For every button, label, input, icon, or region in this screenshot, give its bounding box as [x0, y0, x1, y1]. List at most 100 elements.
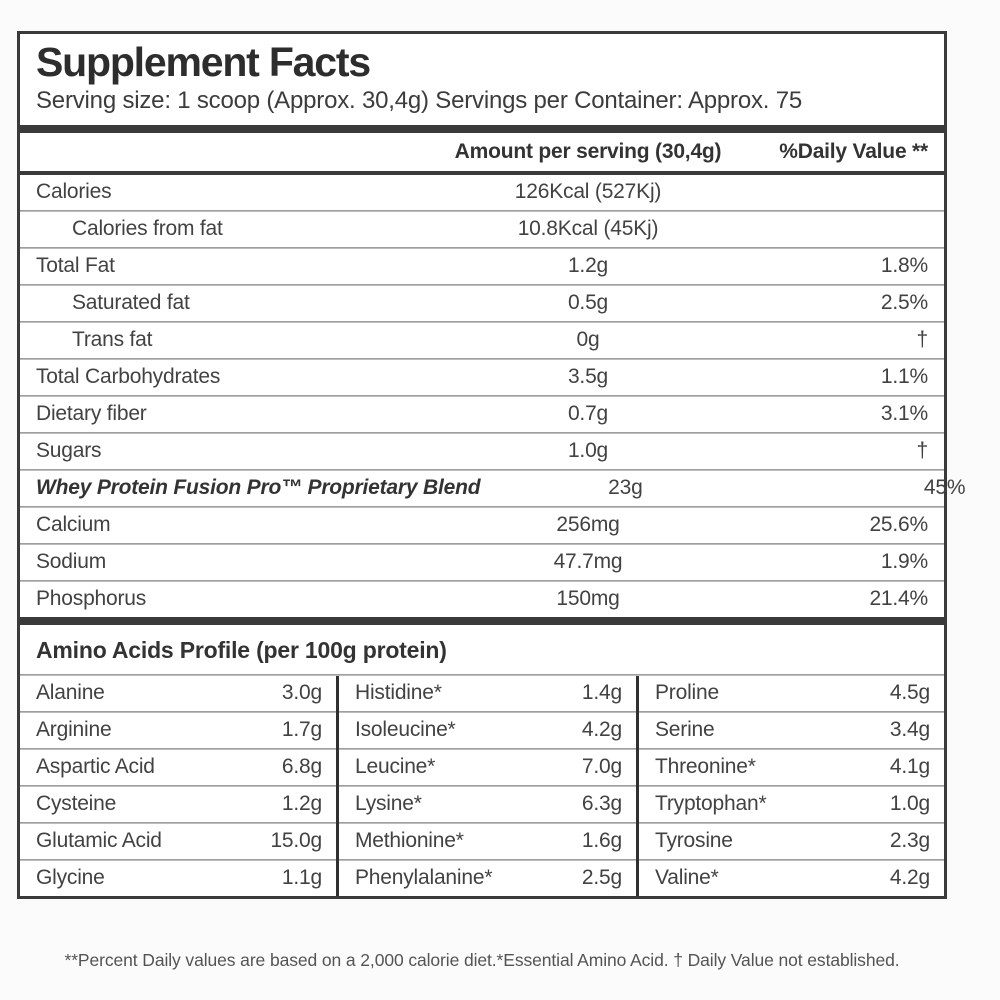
amino-column-3: Proline 4.5g Serine 3.4g Threonine* 4.1g Trypt… [636, 675, 944, 896]
row-separator [339, 821, 636, 824]
amino-row-arginine: Arginine 1.7g [20, 713, 336, 748]
amino-value: 2.5g [581, 866, 622, 890]
amino-name: Tyrosine [655, 829, 733, 853]
amino-value: 7.0g [581, 755, 622, 779]
header-underline-bar [20, 170, 944, 175]
footnote: **Percent Daily values are based on a 2,… [64, 950, 900, 970]
nutrient-name: Phosphorus [36, 587, 147, 611]
amino-value: 1.7g [281, 718, 322, 742]
amino-name: Alanine [36, 681, 105, 705]
nutrient-row-total-carbohydrates: Total Carbohydrates 3.5g 1.1% [36, 360, 928, 395]
nutrient-amount: 256mg [556, 513, 620, 537]
row-separator [20, 246, 944, 249]
supplement-facts-label: Supplement Facts Serving size: 1 scoop (… [17, 31, 966, 899]
amino-value: 15.0g [270, 829, 322, 853]
row-separator [20, 579, 944, 582]
nutrient-amount: 0.7g [567, 402, 609, 426]
amino-row-isoleucine: Isoleucine* 4.2g [339, 713, 636, 748]
nutrient-amount: 0g [576, 328, 600, 352]
nutrient-daily-value: † [916, 439, 929, 463]
nutrient-row-sugars: Sugars 1.0g † [36, 434, 928, 469]
row-separator [639, 710, 944, 713]
amino-value: 4.2g [889, 866, 930, 890]
table-header-row: Amount per serving (30,4g) %Daily Value … [36, 133, 929, 171]
nutrient-name: Dietary fiber [36, 402, 147, 426]
amino-name: Threonine* [655, 755, 756, 779]
amino-name: Histidine* [355, 681, 442, 705]
thick-bar-top [20, 124, 944, 133]
amino-name: Tryptophan* [655, 792, 767, 816]
row-separator [20, 320, 944, 323]
row-separator [20, 821, 336, 824]
amino-name: Methionine* [355, 829, 464, 853]
row-separator [20, 357, 944, 360]
row-separator [639, 784, 944, 787]
amino-name: Leucine* [355, 755, 436, 779]
amino-name: Aspartic Acid [36, 755, 155, 779]
amino-name: Cysteine [36, 792, 117, 816]
nutrient-amount: 3.5g [567, 365, 609, 389]
row-separator [20, 858, 336, 861]
row-separator [20, 468, 944, 471]
amino-name: Arginine [36, 718, 112, 742]
nutrient-daily-value: 3.1% [880, 402, 928, 426]
amino-column-2: Histidine* 1.4g Isoleucine* 4.2g Leucine* 7.0… [336, 675, 636, 896]
row-separator [20, 431, 944, 434]
amino-row-glutamic-acid: Glutamic Acid 15.0g [20, 824, 336, 859]
amino-row-leucine: Leucine* 7.0g [339, 750, 636, 785]
amino-name: Lysine* [355, 792, 422, 816]
daily-value-header: %Daily Value ** [779, 139, 928, 163]
nutrient-row-sodium: Sodium 47.7mg 1.9% [36, 545, 928, 580]
row-separator [339, 858, 636, 861]
row-separator [639, 858, 944, 861]
amino-row-methionine: Methionine* 1.6g [339, 824, 636, 859]
nutrient-amount: 1.2g [567, 254, 609, 278]
nutrient-name: Whey Protein Fusion Pro™ Proprietary Ble… [36, 476, 481, 500]
amino-value: 4.2g [581, 718, 622, 742]
row-separator [20, 710, 336, 713]
nutrient-row-calcium: Calcium 256mg 25.6% [36, 508, 928, 543]
amino-name: Proline [655, 681, 719, 705]
nutrient-row-calories-from-fat: Calories from fat 10.8Kcal (45Kj) [36, 212, 928, 247]
nutrient-name: Calories from fat [72, 217, 223, 241]
nutrient-amount: 23g [608, 476, 643, 500]
nutrient-row-dietary-fiber: Dietary fiber 0.7g 3.1% [36, 397, 928, 432]
amino-column-1: Alanine 3.0g Arginine 1.7g Aspartic Acid 6.8g… [20, 676, 336, 896]
row-separator [20, 209, 944, 212]
nutrient-amount: 47.7mg [553, 550, 623, 574]
row-separator [339, 747, 636, 750]
nutrient-name: Saturated fat [72, 291, 190, 315]
row-separator [339, 784, 636, 787]
nutrient-name: Total Carbohydrates [36, 365, 221, 389]
row-separator [339, 710, 636, 713]
amino-value: 3.0g [281, 681, 322, 705]
nutrient-amount: 150mg [556, 587, 620, 611]
nutrient-daily-value: 45% [923, 476, 966, 500]
amino-value: 1.6g [581, 829, 622, 853]
nutrient-daily-value: 25.6% [869, 513, 928, 537]
row-separator [639, 821, 944, 824]
serving-info: Serving size: 1 scoop (Approx. 30,4g) Se… [36, 87, 803, 115]
amino-row-lysine: Lysine* 6.3g [339, 787, 636, 822]
nutrient-daily-value: 1.9% [880, 550, 928, 574]
amino-name: Glycine [36, 866, 105, 890]
row-separator [20, 505, 944, 508]
nutrient-table: Calories 126Kcal (527Kj) Calories from fat… [20, 175, 966, 617]
amino-value: 3.4g [889, 718, 930, 742]
amino-row-threonine: Threonine* 4.1g [639, 750, 944, 785]
nutrient-row-trans-fat: Trans fat 0g † [36, 323, 928, 358]
row-separator [639, 747, 944, 750]
amino-value: 6.8g [281, 755, 322, 779]
amino-value: 6.3g [581, 792, 622, 816]
amino-row-phenylalanine: Phenylalanine* 2.5g [339, 861, 636, 896]
nutrient-name: Trans fat [72, 328, 153, 352]
amino-row-histidine: Histidine* 1.4g [339, 676, 636, 711]
amino-value: 1.4g [581, 681, 622, 705]
amino-row-alanine: Alanine 3.0g [20, 676, 336, 711]
amino-row-serine: Serine 3.4g [639, 713, 944, 748]
amino-name: Isoleucine* [355, 718, 456, 742]
row-separator [20, 747, 336, 750]
amino-row-proline: Proline 4.5g [639, 676, 944, 711]
nutrient-row-phosphorus: Phosphorus 150mg 21.4% [36, 582, 928, 617]
